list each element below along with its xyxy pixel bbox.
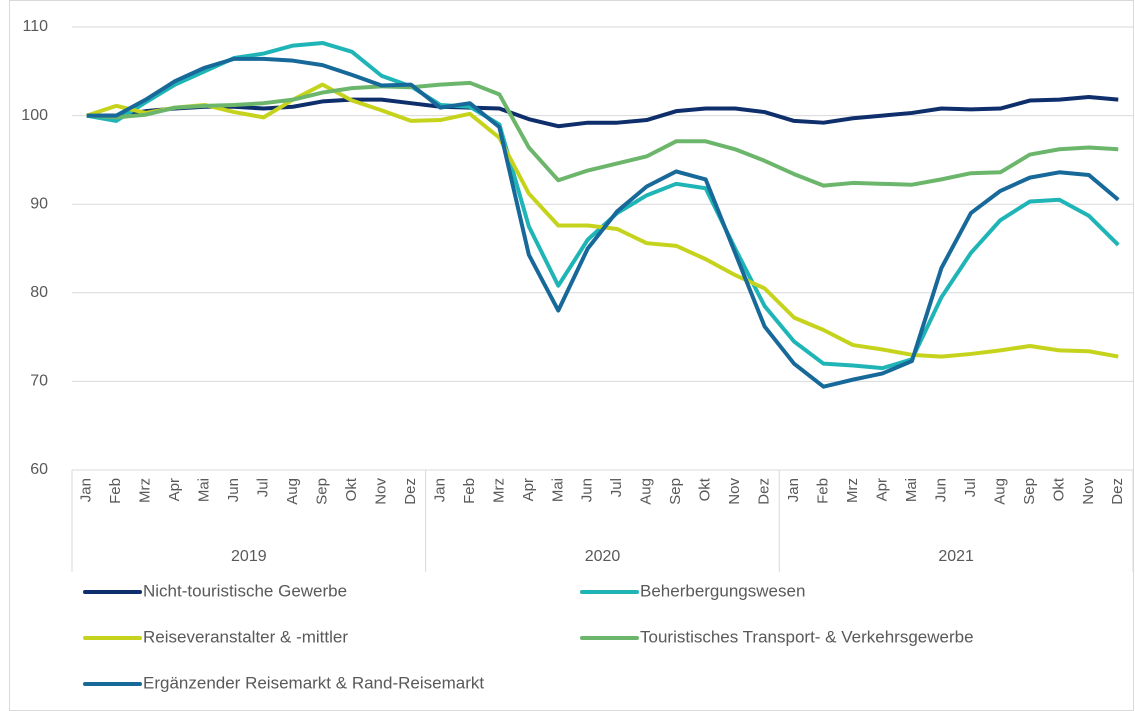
series-line	[86, 82, 1119, 359]
group-label: 2020	[585, 548, 621, 565]
x-axis: 60 70 80 90 100 110 Jan Feb Mrz Apr Mai Jun Jul Aug Se…	[21, 18, 1134, 572]
x-tick-label: Feb	[107, 478, 124, 504]
legend: Nicht-touristische Gewerbe Beherbergungsw…	[83, 581, 974, 692]
x-tick-label: Nov	[1080, 478, 1097, 505]
x-tick-label: Nov	[726, 478, 743, 505]
y-tick-label: 80	[30, 284, 48, 301]
x-tick-label: Feb	[815, 478, 832, 504]
x-tick-label: Aug	[284, 478, 301, 505]
x-tick-label: Dez	[1109, 478, 1126, 505]
y-tick-label: 110	[22, 18, 48, 35]
x-tick-label: Aug	[638, 478, 655, 505]
x-tick-label: Sep	[667, 478, 684, 505]
x-tick-label: Sep	[1021, 478, 1038, 505]
x-tick-label: Jan	[431, 478, 448, 502]
x-tick-label: Mai	[549, 478, 566, 502]
y-tick-label: 100	[21, 107, 48, 124]
x-tick-label: Aug	[991, 478, 1008, 505]
series-line	[86, 94, 1119, 129]
x-tick-label: Mrz	[137, 478, 154, 503]
x-tick-label: Okt	[343, 477, 360, 501]
x-tick-label: Apr	[166, 478, 183, 501]
series-line	[86, 80, 1119, 188]
x-tick-label: Feb	[461, 478, 478, 504]
x-tick-label: Mai	[196, 478, 213, 502]
legend-label: Ergänzender Reisemarkt & Rand-Reisemarkt	[143, 673, 484, 692]
x-tick-label: Jan	[785, 478, 802, 502]
group-label: 2021	[938, 548, 974, 565]
series-line	[86, 56, 1120, 389]
legend-label: Touristisches Transport- & Verkehrsgewer…	[640, 627, 974, 646]
group-label: 2019	[231, 548, 267, 565]
x-tick-label: Jan	[78, 478, 95, 502]
legend-label: Beherbergungswesen	[640, 581, 805, 600]
x-tick-label: Apr	[873, 478, 890, 501]
x-tick-label: Dez	[756, 478, 773, 505]
plot	[86, 40, 1120, 389]
x-tick-label: Mai	[903, 478, 920, 502]
x-tick-label: Nov	[372, 478, 389, 505]
y-tick-label: 60	[30, 461, 48, 478]
x-tick-label: Apr	[520, 478, 537, 501]
series-line	[86, 40, 1120, 371]
x-tick-label: Jun	[932, 478, 949, 502]
x-tick-label: Sep	[313, 478, 330, 505]
x-tick-label: Okt	[1050, 477, 1067, 501]
x-tick-label: Jun	[579, 478, 596, 502]
x-tick-label: Okt	[697, 477, 714, 501]
x-tick-label: Jul	[962, 478, 979, 497]
x-tick-label: Dez	[402, 478, 419, 505]
legend-label: Reiseveranstalter & -mittler	[143, 627, 348, 646]
x-tick-label: Mrz	[844, 478, 861, 503]
y-tick-label: 70	[30, 373, 48, 390]
x-tick-label: Jul	[255, 478, 272, 497]
x-tick-label: Jul	[608, 478, 625, 497]
x-tick-label: Jun	[225, 478, 242, 502]
legend-label: Nicht-touristische Gewerbe	[143, 581, 347, 600]
y-tick-label: 90	[30, 195, 48, 212]
x-tick-label: Mrz	[490, 478, 507, 503]
